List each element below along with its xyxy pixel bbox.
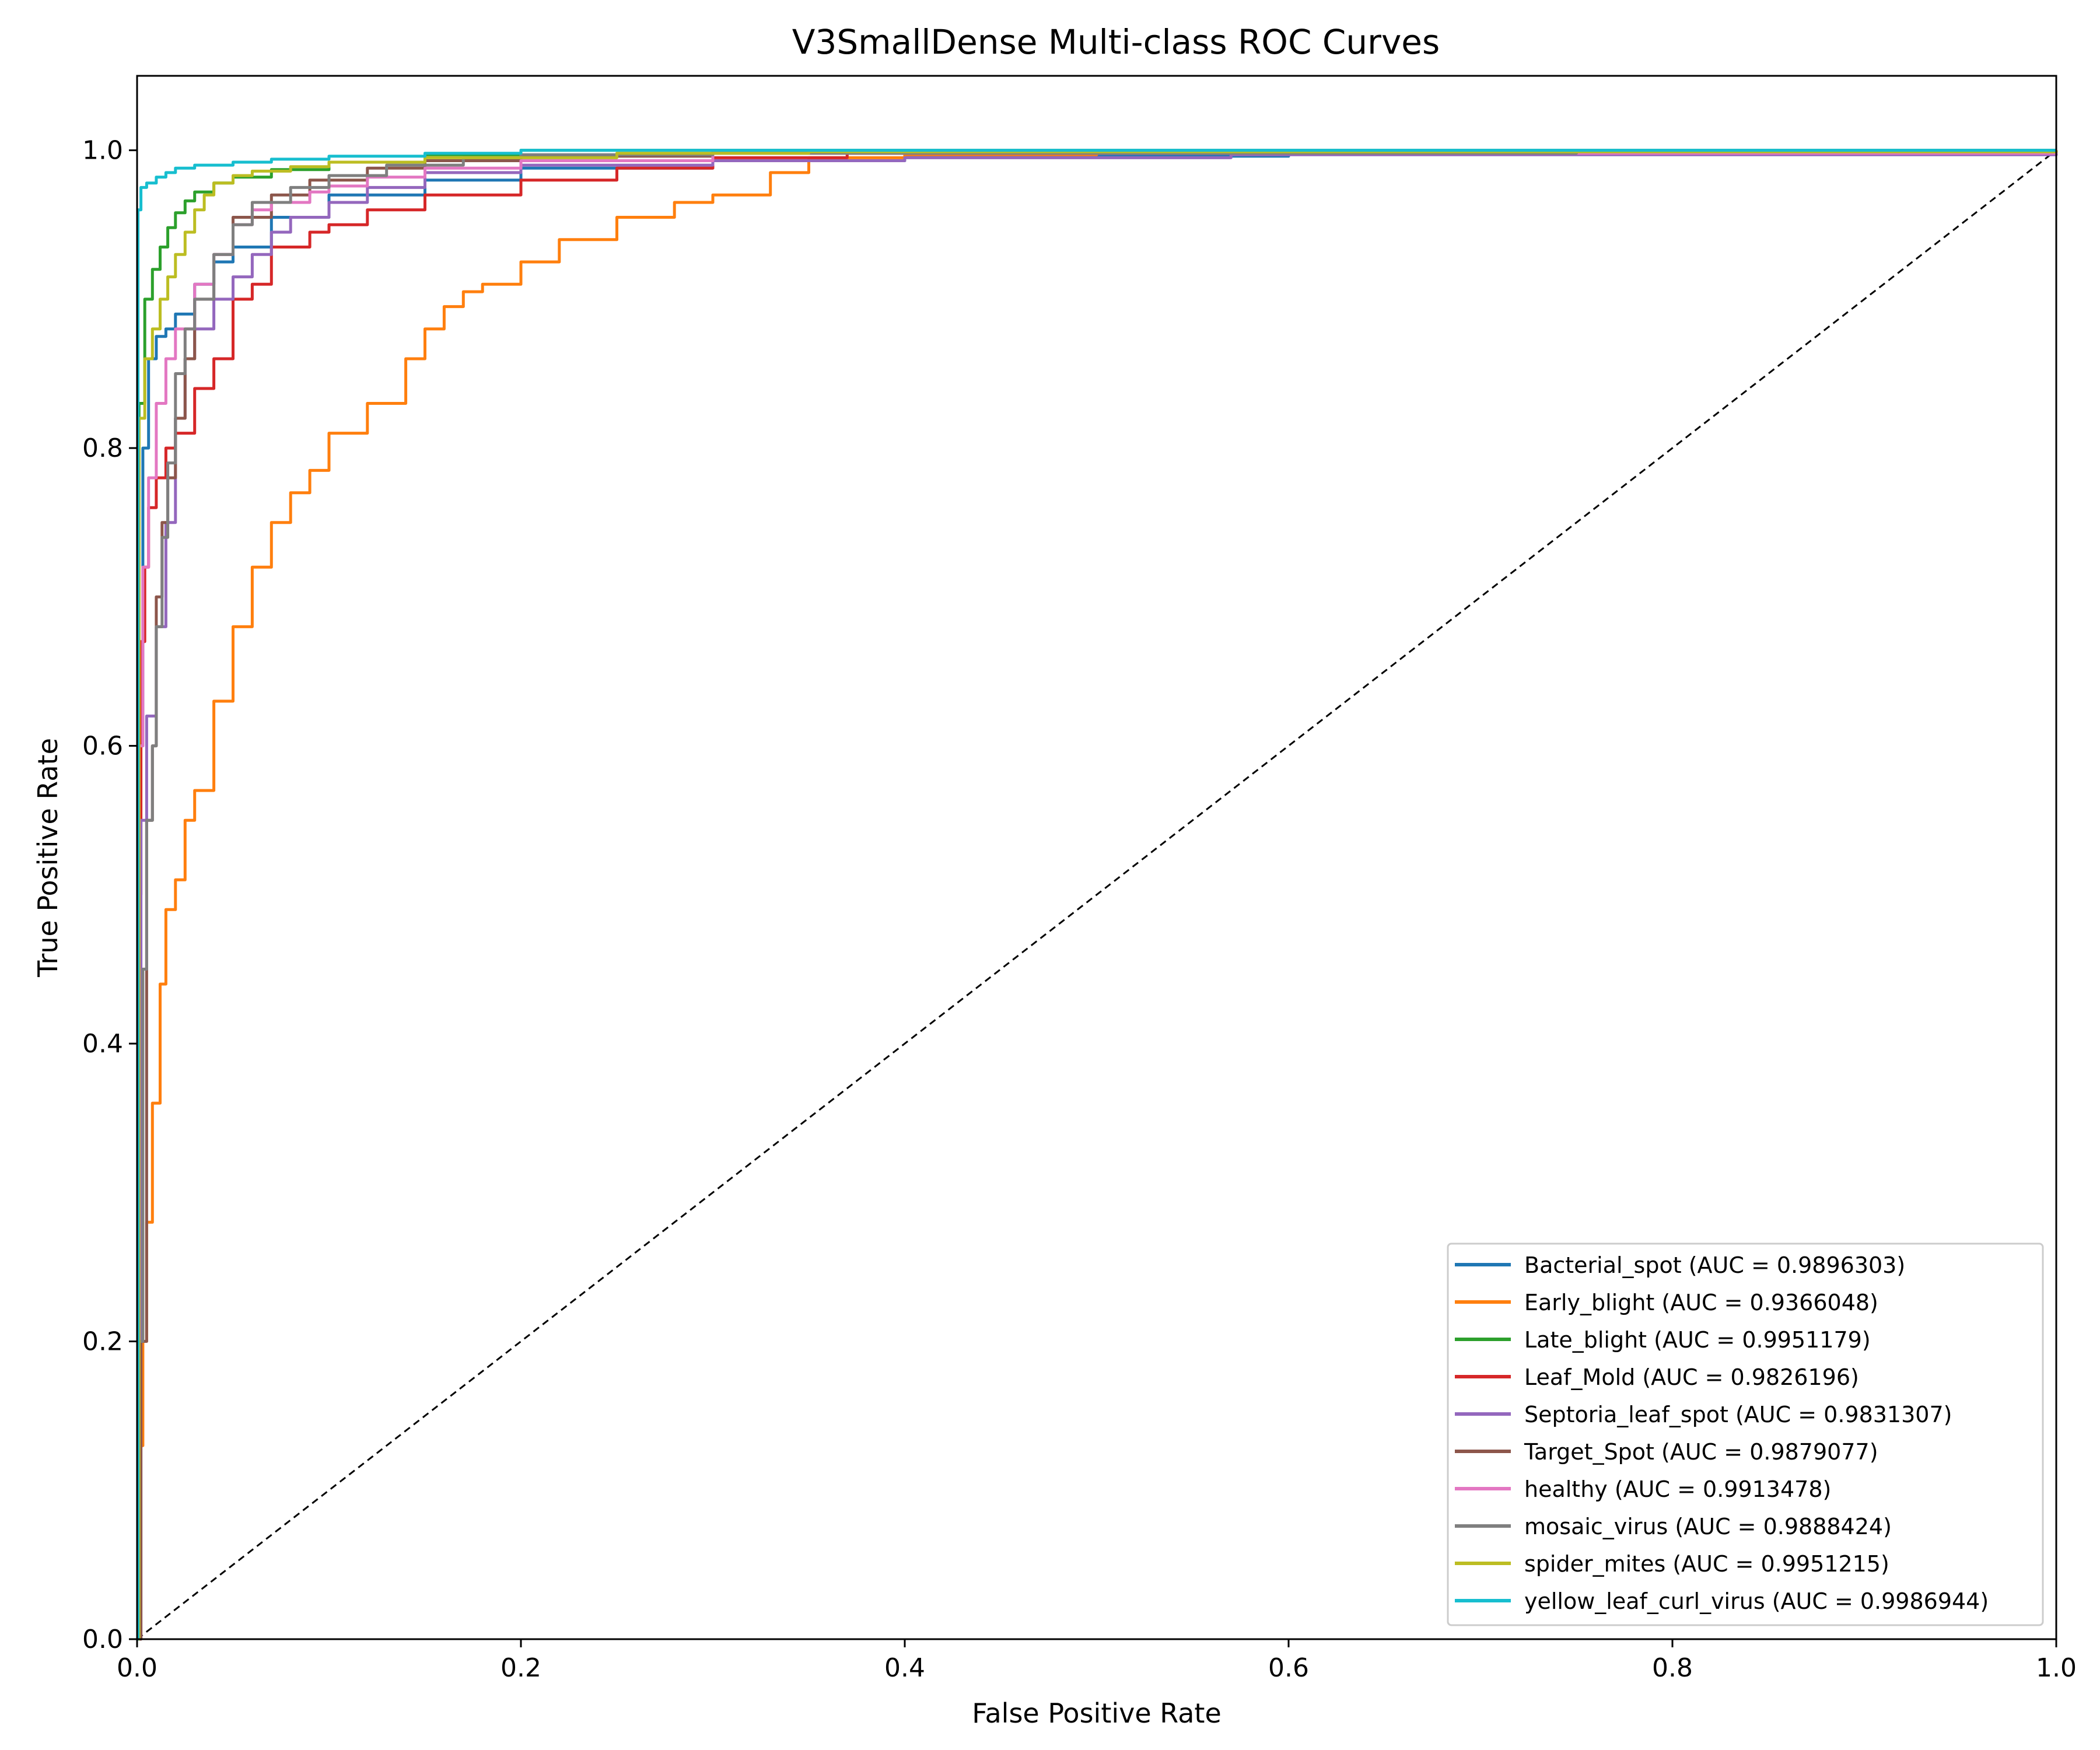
legend-label: yellow_leaf_curl_virus (AUC = 0.9986944) [1524,1588,1989,1614]
legend-label: spider_mites (AUC = 0.9951215) [1524,1551,1889,1577]
x-axis: 0.0 0.2 0.4 0.6 0.8 1.0 [117,1639,2077,1683]
roc-curve-9 [136,149,2056,1641]
legend-label: Early_blight (AUC = 0.9366048) [1524,1290,1878,1315]
legend-items: Bacterial_spot (AUC = 0.9896303) Early_bl… [1455,1252,1989,1614]
legend-label: Bacterial_spot (AUC = 0.9896303) [1524,1252,1905,1278]
roc-curve-8 [137,150,2058,1641]
plot-area [136,149,2058,1641]
y-tick-label: 0.6 [82,732,123,761]
x-axis-label: False Positive Rate [972,1698,1222,1729]
y-tick-label: 0.2 [82,1327,123,1357]
x-tick-label: 0.2 [501,1653,541,1683]
y-tick-label: 0.4 [82,1029,123,1059]
x-tick-label: 0.6 [1268,1653,1309,1683]
y-axis-label: True Positive Rate [32,738,64,978]
legend-label: mosaic_virus (AUC = 0.9888424) [1524,1514,1892,1539]
legend: Bacterial_spot (AUC = 0.9896303) Early_bl… [1447,1242,2044,1626]
legend-label: Septoria_leaf_spot (AUC = 0.9831307) [1524,1402,1952,1427]
plot-frame [136,75,2057,1640]
legend-box [1447,1242,2044,1626]
x-tick-label: 0.8 [1652,1653,1693,1683]
x-tick-label: 1.0 [2036,1653,2077,1683]
legend-label: Leaf_Mold (AUC = 0.9826196) [1524,1364,1859,1390]
chart-title: V3SmallDense Multi-class ROC Curves [792,22,1440,62]
legend-label: Target_Spot (AUC = 0.9879077) [1524,1439,1878,1465]
chance-diagonal-line [136,149,2057,1640]
x-tick-label: 0.0 [117,1653,158,1683]
y-tick-label: 0.8 [82,433,123,463]
roc-curve-1 [137,150,2058,1641]
y-tick-label: 0.0 [82,1625,123,1654]
legend-label: Late_blight (AUC = 0.9951179) [1524,1327,1871,1353]
legend-label: healthy (AUC = 0.9913478) [1524,1476,1831,1502]
y-tick-label: 1.0 [82,136,123,166]
x-tick-label: 0.4 [884,1653,925,1683]
y-axis: 0.0 0.2 0.4 0.6 0.8 1.0 [82,136,137,1654]
